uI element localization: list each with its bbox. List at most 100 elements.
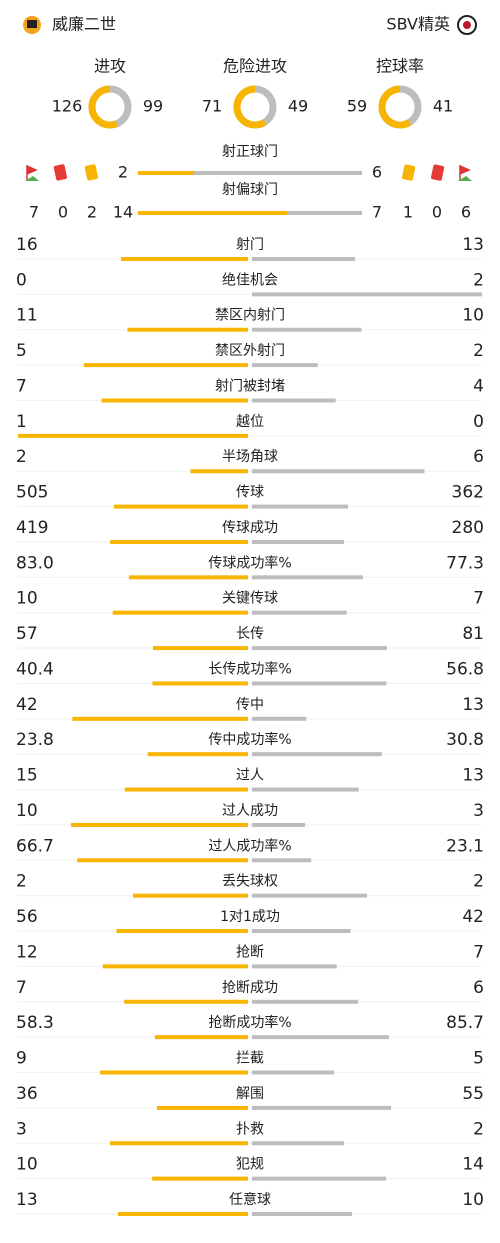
ring-home: 71 bbox=[202, 97, 222, 116]
stat-label: 过人成功率% bbox=[208, 837, 291, 854]
stat-home: 2 bbox=[16, 872, 27, 892]
stat-home: 13 bbox=[16, 1190, 38, 1210]
stat-away-bar bbox=[252, 363, 318, 368]
stat-home: 7 bbox=[16, 978, 27, 998]
stat-home-bar bbox=[112, 610, 249, 615]
stat-home-bar bbox=[77, 858, 248, 863]
away-red: 0 bbox=[432, 203, 442, 222]
stat-away: 85.7 bbox=[446, 1013, 484, 1033]
stat-label: 射门 bbox=[236, 237, 264, 253]
stat-home-bar bbox=[127, 327, 248, 332]
stat-track bbox=[18, 718, 482, 720]
stat-away-bar bbox=[252, 1211, 352, 1216]
stat-label: 射门被封堵 bbox=[215, 378, 285, 394]
stat-track bbox=[18, 647, 482, 649]
stat-track bbox=[18, 1072, 482, 1074]
stat-home: 56 bbox=[16, 907, 38, 927]
stat-away-bar bbox=[252, 257, 356, 261]
stat-away: 7 bbox=[473, 589, 484, 609]
away-logo bbox=[457, 15, 477, 35]
stat-away: 3 bbox=[473, 801, 484, 821]
stat-track bbox=[18, 576, 482, 578]
stat-label: 传中 bbox=[236, 697, 264, 713]
stat-away-bar bbox=[252, 1105, 392, 1110]
stat-home-bar bbox=[147, 752, 248, 757]
ring-home: 126 bbox=[52, 97, 83, 116]
stat-label: 过人 bbox=[236, 768, 264, 784]
stat-track bbox=[18, 824, 482, 826]
stat-label: 长传 bbox=[236, 626, 264, 642]
stat-away-bar bbox=[252, 716, 307, 721]
stat-home-bar bbox=[71, 822, 248, 827]
stat-home-bar bbox=[133, 893, 248, 898]
stat-away: 42 bbox=[462, 907, 484, 927]
stat-away-bar bbox=[252, 610, 347, 615]
stat-away-bar bbox=[252, 964, 337, 969]
ring-label: 进攻 bbox=[94, 57, 126, 76]
ring-label: 危险进攻 bbox=[223, 57, 287, 76]
stat-away: 77.3 bbox=[446, 553, 484, 573]
ring-home-arc bbox=[233, 85, 267, 129]
stat-label: 解围 bbox=[236, 1086, 264, 1102]
stat-home-bar bbox=[101, 398, 249, 403]
stat-home-bar bbox=[116, 929, 248, 934]
stat-label: 抢断 bbox=[236, 943, 264, 960]
stat-label: 传球成功 bbox=[222, 520, 278, 536]
stat-away-bar bbox=[252, 1141, 344, 1146]
stat-label: 传球 bbox=[236, 485, 264, 501]
stat-away: 280 bbox=[452, 518, 484, 538]
stat-label: 长传成功率% bbox=[208, 660, 291, 677]
stat-home-bar bbox=[124, 999, 248, 1004]
stat-label: 抢断成功 bbox=[222, 979, 278, 996]
stat-away-bar bbox=[252, 1070, 335, 1075]
shots-away: 7 bbox=[372, 203, 382, 222]
stat-away: 4 bbox=[473, 376, 484, 396]
stat-home: 9 bbox=[16, 1049, 27, 1069]
stat-home: 10 bbox=[16, 589, 38, 609]
stat-home: 10 bbox=[16, 801, 38, 821]
stat-away: 10 bbox=[462, 306, 484, 326]
home-red: 0 bbox=[58, 203, 68, 222]
stat-track bbox=[18, 399, 482, 401]
ring-home-arc bbox=[378, 85, 412, 129]
shots-away-bar bbox=[194, 171, 362, 175]
stat-track bbox=[18, 930, 482, 932]
shots-label: 射偏球门 bbox=[222, 182, 278, 198]
shots-label: 射正球门 bbox=[222, 144, 278, 160]
stat-away-bar bbox=[252, 929, 351, 934]
stat-away: 10 bbox=[462, 1190, 484, 1210]
stat-home: 66.7 bbox=[16, 836, 54, 856]
stat-track bbox=[18, 1001, 482, 1003]
stat-home: 3 bbox=[16, 1119, 27, 1139]
stat-home-bar bbox=[152, 681, 248, 686]
stat-home-bar bbox=[83, 363, 248, 368]
stat-track bbox=[18, 258, 482, 260]
stat-track bbox=[18, 612, 482, 614]
stat-label: 绝佳机会 bbox=[222, 272, 278, 288]
stat-track bbox=[18, 329, 482, 331]
stat-away: 2 bbox=[473, 872, 484, 892]
shots-away: 6 bbox=[372, 163, 382, 182]
stat-label: 禁区内射门 bbox=[215, 308, 285, 324]
stat-away: 7 bbox=[473, 942, 484, 962]
stat-away-bar bbox=[252, 398, 336, 403]
stat-label: 越位 bbox=[236, 414, 264, 430]
stat-home-bar bbox=[124, 787, 248, 792]
stat-label: 扑救 bbox=[236, 1121, 264, 1137]
stat-home-bar bbox=[154, 1035, 248, 1040]
stat-home-bar bbox=[153, 646, 248, 651]
stat-home: 419 bbox=[16, 518, 48, 538]
stat-home: 11 bbox=[16, 306, 38, 326]
stat-away: 55 bbox=[462, 1084, 484, 1104]
stat-away: 14 bbox=[462, 1155, 484, 1175]
ring-away: 49 bbox=[288, 97, 308, 116]
shots-home-bar bbox=[138, 171, 194, 175]
stat-track bbox=[18, 1036, 482, 1038]
stat-track bbox=[18, 541, 482, 543]
ring-home-arc bbox=[88, 85, 118, 129]
stat-away: 56.8 bbox=[446, 659, 484, 679]
stat-away-bar bbox=[252, 327, 362, 332]
stat-home: 58.3 bbox=[16, 1013, 54, 1033]
stat-label: 传球成功率% bbox=[208, 554, 291, 571]
stat-home: 1 bbox=[16, 412, 27, 432]
